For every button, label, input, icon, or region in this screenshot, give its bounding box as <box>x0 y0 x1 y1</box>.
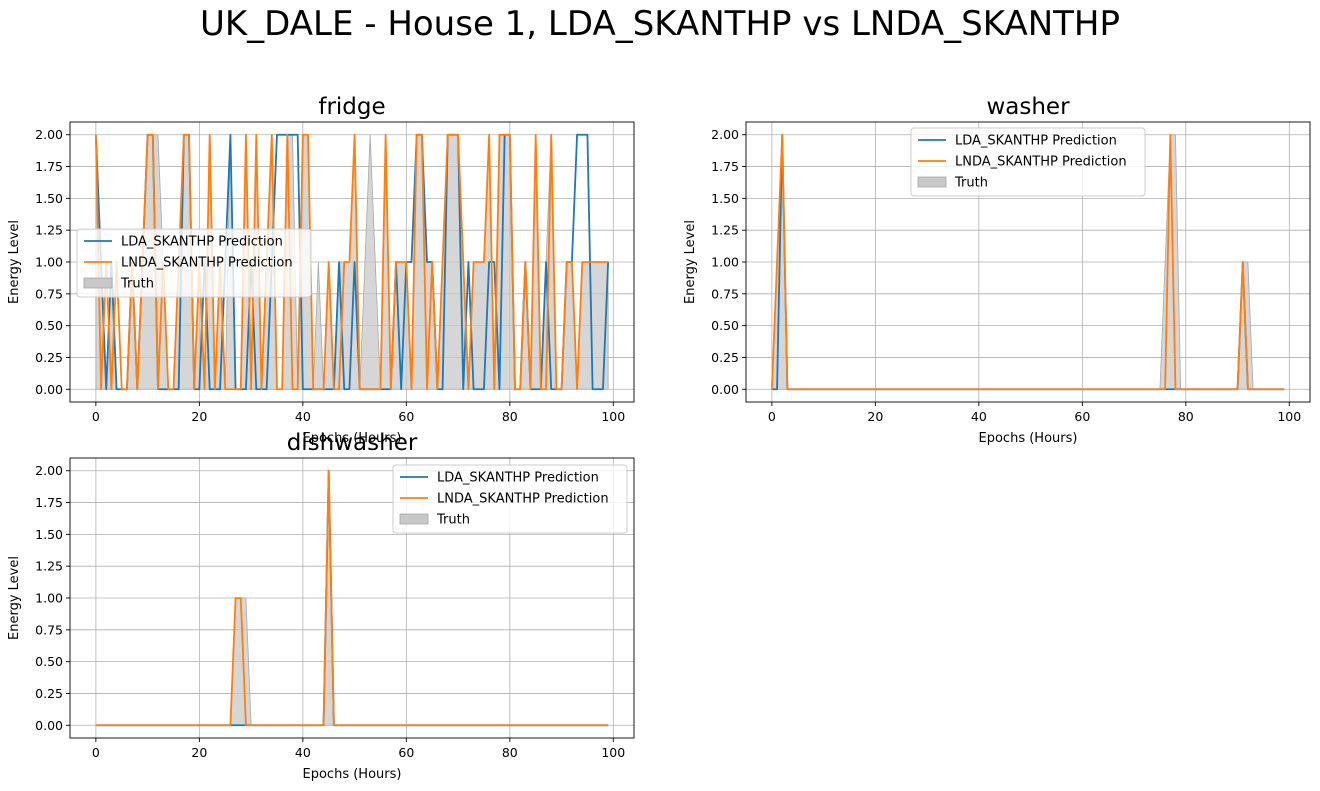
x-tick-label: 20 <box>191 745 207 760</box>
x-tick-label: 80 <box>502 745 518 760</box>
legend: LDA_SKANTHP Prediction LNDA_SKANTHP Predi… <box>910 127 1146 197</box>
legend-entry: LNDA_SKANTHP Prediction <box>437 492 609 507</box>
legend-entry: LNDA_SKANTHP Prediction <box>121 256 293 271</box>
legend-entry: LDA_SKANTHP Prediction <box>121 235 283 250</box>
x-tick-label: 0 <box>92 745 100 760</box>
legend-box <box>910 127 1146 197</box>
legend-entry: Truth <box>120 277 154 292</box>
subplot-title: fridge <box>318 94 385 120</box>
legend-box <box>76 228 312 298</box>
y-tick-label: 0.25 <box>35 350 63 365</box>
y-tick-label: 0.00 <box>35 718 63 733</box>
x-tick-label: 0 <box>92 409 100 424</box>
x-tick-label: 100 <box>1277 409 1301 424</box>
series-line-lnda <box>770 133 1285 391</box>
y-tick-label: 1.50 <box>35 191 63 206</box>
y-tick-label: 0.75 <box>35 286 63 301</box>
x-tick-label: 80 <box>502 409 518 424</box>
y-tick-label: 0.75 <box>711 286 739 301</box>
figure-title: UK_DALE - House 1, LDA_SKANTHP vs LNDA_S… <box>199 4 1120 44</box>
x-tick-label: 20 <box>191 409 207 424</box>
y-tick-label: 0.00 <box>711 382 739 397</box>
plot-area <box>770 133 1285 391</box>
x-tick-label: 40 <box>295 745 311 760</box>
y-tick-label: 1.25 <box>35 559 63 574</box>
x-tick-label: 80 <box>1178 409 1194 424</box>
x-axis-label: Epochs (Hours) <box>303 767 402 782</box>
y-tick-label: 1.75 <box>711 159 739 174</box>
y-tick-label: 0.25 <box>35 686 63 701</box>
x-tick-label: 60 <box>398 409 414 424</box>
y-tick-label: 1.00 <box>711 255 739 270</box>
y-tick-label: 1.25 <box>35 223 63 238</box>
legend-box <box>392 464 628 534</box>
plot-area <box>95 469 609 727</box>
y-tick-label: 1.75 <box>35 495 63 510</box>
y-tick-label: 0.50 <box>711 318 739 333</box>
y-axis-label: Energy Level <box>7 556 22 640</box>
series-line-lnda <box>95 469 609 727</box>
series-line-lnda <box>94 133 609 391</box>
subplot-dishwasher: 0 20 40 60 80 100 0.00 0.25 0.50 0.75 1.00 1.25 1.50… <box>7 430 635 782</box>
legend-entry: LNDA_SKANTHP Prediction <box>955 155 1127 170</box>
y-tick-label: 0.50 <box>35 654 63 669</box>
y-axis-label: Energy Level <box>7 220 22 304</box>
y-tick-label: 1.75 <box>35 159 63 174</box>
legend-swatch <box>399 513 429 525</box>
x-tick-label: 40 <box>971 409 987 424</box>
y-tick-label: 1.50 <box>711 191 739 206</box>
y-tick-label: 1.00 <box>35 255 63 270</box>
y-tick-label: 2.00 <box>35 127 63 142</box>
legend-swatch <box>83 277 113 289</box>
y-tick-label: 0.25 <box>711 350 739 365</box>
y-tick-label: 0.00 <box>35 382 63 397</box>
x-tick-label: 60 <box>398 745 414 760</box>
x-axis-label: Epochs (Hours) <box>303 431 402 446</box>
x-axis-label: Epochs (Hours) <box>979 431 1078 446</box>
y-tick-label: 1.25 <box>711 223 739 238</box>
y-tick-label: 1.00 <box>35 591 63 606</box>
y-tick-label: 0.50 <box>35 318 63 333</box>
subplot-fridge: 0 20 40 60 80 100 0.00 0.25 0.50 0.75 1.00 1.25 1.50… <box>7 94 635 446</box>
y-axis-label: Energy Level <box>683 220 698 304</box>
y-tick-label: 1.50 <box>35 527 63 542</box>
y-tick-label: 0.75 <box>35 622 63 637</box>
subplot-title: dishwasher <box>287 430 418 456</box>
legend-entry: Truth <box>954 176 988 191</box>
x-tick-label: 60 <box>1074 409 1090 424</box>
legend: LDA_SKANTHP Prediction LNDA_SKANTHP Predi… <box>76 228 312 298</box>
legend-swatch <box>917 176 947 188</box>
subplot-washer: 0 20 40 60 80 100 0.00 0.25 0.50 0.75 1.00 1.25 1.50… <box>683 94 1311 446</box>
legend: LDA_SKANTHP Prediction LNDA_SKANTHP Predi… <box>392 464 628 534</box>
x-tick-label: 100 <box>601 409 625 424</box>
subplot-title: washer <box>986 94 1070 120</box>
y-tick-label: 2.00 <box>35 463 63 478</box>
x-tick-label: 40 <box>295 409 311 424</box>
y-tick-label: 2.00 <box>711 127 739 142</box>
legend-entry: LDA_SKANTHP Prediction <box>437 471 599 486</box>
x-tick-label: 0 <box>768 409 776 424</box>
legend-entry: LDA_SKANTHP Prediction <box>955 134 1117 149</box>
x-tick-label: 20 <box>867 409 883 424</box>
legend-entry: Truth <box>436 513 470 528</box>
x-tick-label: 100 <box>601 745 625 760</box>
